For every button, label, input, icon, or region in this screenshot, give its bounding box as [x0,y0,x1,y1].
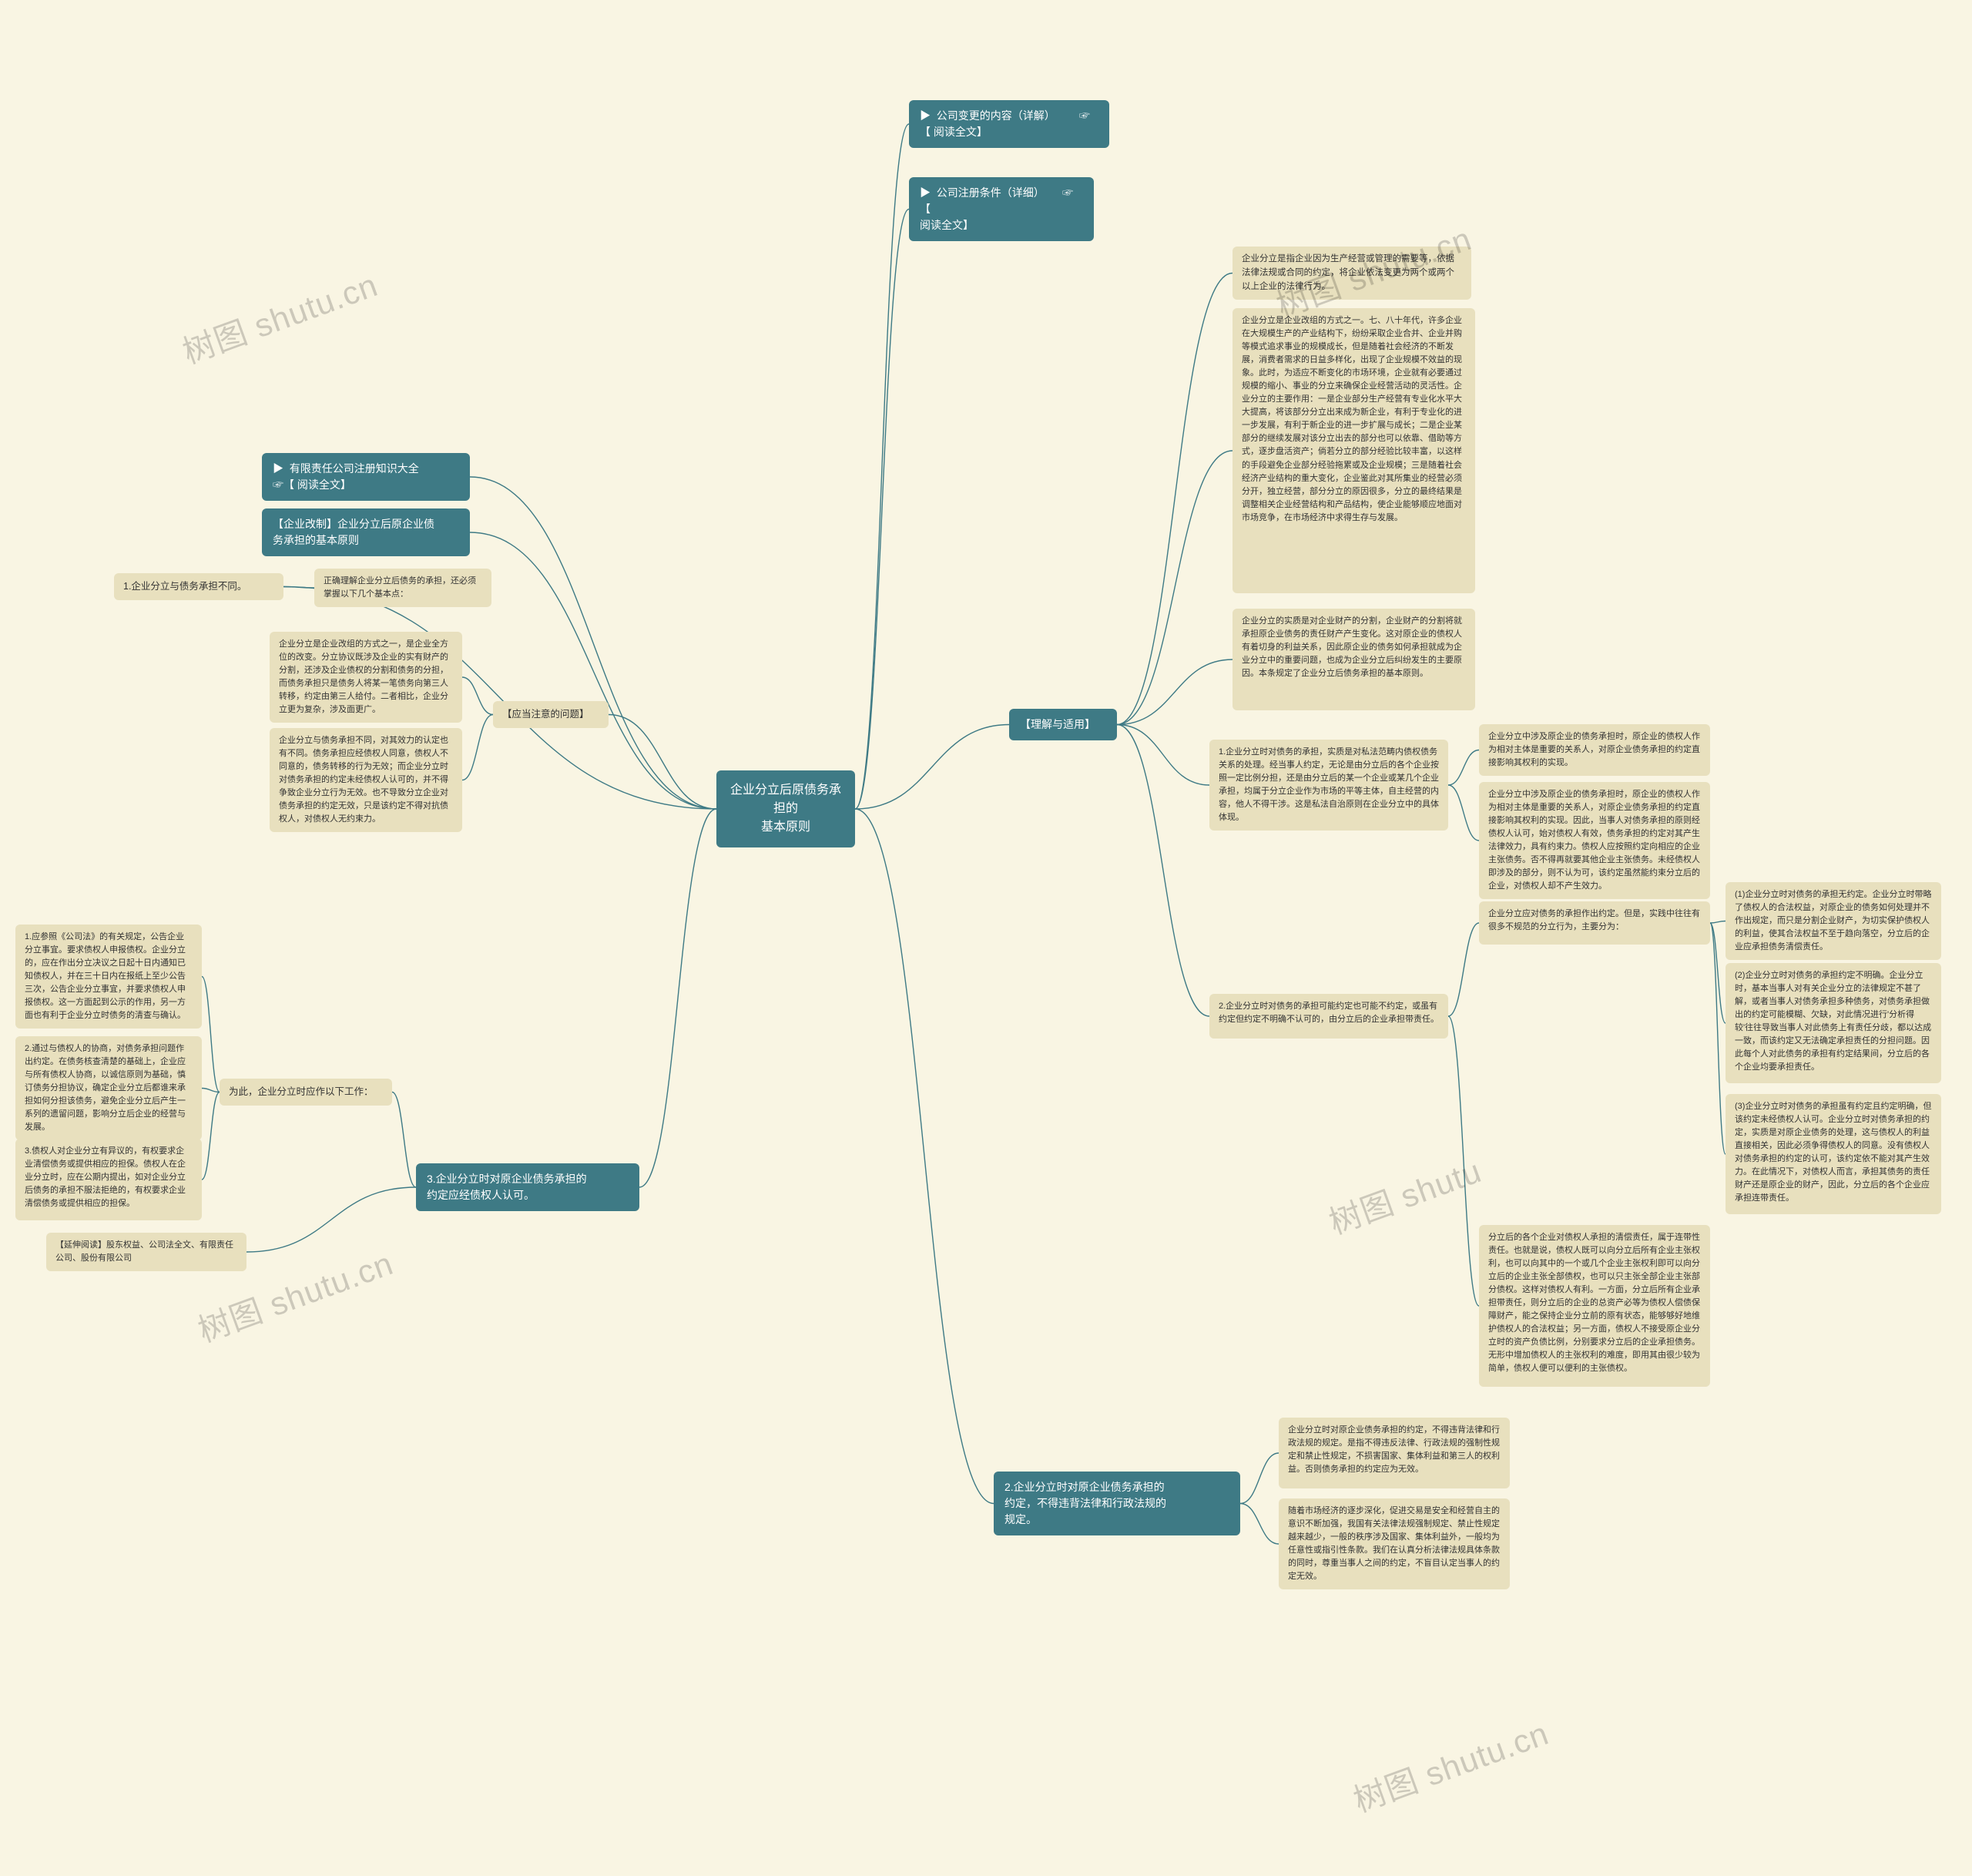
edge [1117,274,1232,725]
edge [639,809,716,1187]
root[interactable]: 企业分立后原债务承担的 基本原则 [716,770,855,847]
edge [1448,923,1479,1016]
edge [855,725,1009,810]
edge [609,715,716,810]
l5i: 企业分立应对债务的承担作出约定。但是，实践中往往有很多不规范的分立行为，主要分为… [1479,901,1710,945]
L2[interactable]: 【企业改制】企业分立后原企业债 务承担的基本原则 [262,508,470,556]
l2: 企业分立是企业改组的方式之一。七、八十年代，许多企业在大规模生产的产业结构下，纷… [1232,308,1475,593]
r3d: 【延伸阅读】股东权益、公司法全文、有限责任公司、股份有限公司 [46,1233,246,1271]
edge [855,809,994,1504]
l4: 1.企业分立时对债务的承担，实质是对私法范畴内债权债务关系的处理。经当事人约定，… [1209,740,1448,831]
edge [1117,725,1209,786]
l5a: (1)企业分立时对债务的承担无约定。企业分立时带略了债权人的合法权益，对原企业的… [1726,882,1941,960]
edge [283,587,314,589]
l4b: 企业分立中涉及原企业的债务承担时，原企业的债权人作为相对主体是重要的关系人，对原… [1479,782,1710,899]
edge [1448,750,1479,786]
rule3[interactable]: 3.企业分立时对原企业债务承担的 约定应经债权人认可。 [416,1163,639,1211]
edge [855,210,909,810]
edge [392,1092,416,1188]
edge [1117,725,1209,1017]
lhead[interactable]: 【理解与适用】 [1009,709,1117,740]
l5: 2.企业分立时对债务的承担可能约定也可能不约定，或虽有约定但约定不明确不认可的，… [1209,994,1448,1039]
n1[interactable]: ▶ 公司变更的内容（详解） ☞ 【 阅读全文】 [909,100,1109,148]
Lnote[interactable]: 【应当注意的问题】 [493,701,609,728]
edge [1117,451,1232,725]
Ln1: 企业分立是企业改组的方式之一，是企业全方位的改变。分立协议既涉及企业的实有财产的… [270,632,462,723]
L3[interactable]: 1.企业分立与债务承担不同。 [114,573,283,600]
edge [855,124,909,809]
edge [1240,1453,1279,1504]
edge [246,1187,416,1252]
l5c: (3)企业分立时对债务的承担虽有约定且约定明确，但该约定未经债权人认可。企业分立… [1726,1094,1941,1214]
n2[interactable]: ▶ 公司注册条件（详细） ☞【 阅读全文】 [909,177,1094,241]
edge [1448,785,1479,841]
edge [470,532,716,809]
r2b: 随着市场经济的逐步深化，促进交易是安全和经营自主的意识不断加强，我国有关法律法规… [1279,1498,1510,1589]
l1: 企业分立是指企业因为生产经营或管理的需要等，依据法律法规或合同的约定，将企业依法… [1232,247,1471,300]
edge [1710,921,1726,924]
l3: 企业分立的实质是对企业财产的分割，企业财产的分割将就承担原企业债务的责任财产产生… [1232,609,1475,710]
edge [202,977,220,1092]
edge [1240,1504,1279,1545]
edge [1710,923,1726,1154]
edge [1710,923,1726,1023]
edge [470,477,716,809]
Ln2: 企业分立与债务承担不同，对其效力的认定也有不同。债务承担应经债权人同意，债权人不… [270,728,462,832]
rule2[interactable]: 2.企业分立时对原企业债务承担的 约定，不得违背法律和行政法规的 规定。 [994,1472,1240,1535]
l5d: 分立后的各个企业对债权人承担的清偿责任，属于连带性责任。也就是说，债权人既可以向… [1479,1225,1710,1387]
l4a: 企业分立中涉及原企业的债务承担时，原企业的债权人作为相对主体是重要的关系人，对原… [1479,724,1710,776]
l5b: (2)企业分立时对债务的承担约定不明确。企业分立时，基本当事人对有关企业分立的法… [1726,963,1941,1083]
r3a: 1.应参照《公司法》的有关规定，公告企业分立事宜。要求债权人申报债权。企业分立的… [15,925,202,1029]
L1[interactable]: ▶ 有限责任公司注册知识大全 ☞【 阅读全文】 [262,453,470,501]
edge [462,715,493,780]
edge [1448,1016,1479,1306]
r2a: 企业分立时对原企业债务承担的约定，不得违背法律和行政法规的规定。是指不得违反法律… [1279,1418,1510,1488]
r3b: 2.通过与债权人的协商，对债务承担问题作出约定。在债务核查清楚的基础上，企业应与… [15,1036,202,1140]
r3w[interactable]: 为此，企业分立时应作以下工作： [220,1079,392,1106]
r3c: 3.债权人对企业分立有异议的，有权要求企业清偿债务或提供相应的担保。债权人在企业… [15,1139,202,1220]
edge [202,1092,220,1180]
L3a: 正确理解企业分立后债务的承担，还必须掌握以下几个基本点： [314,569,491,607]
edge [462,677,493,715]
